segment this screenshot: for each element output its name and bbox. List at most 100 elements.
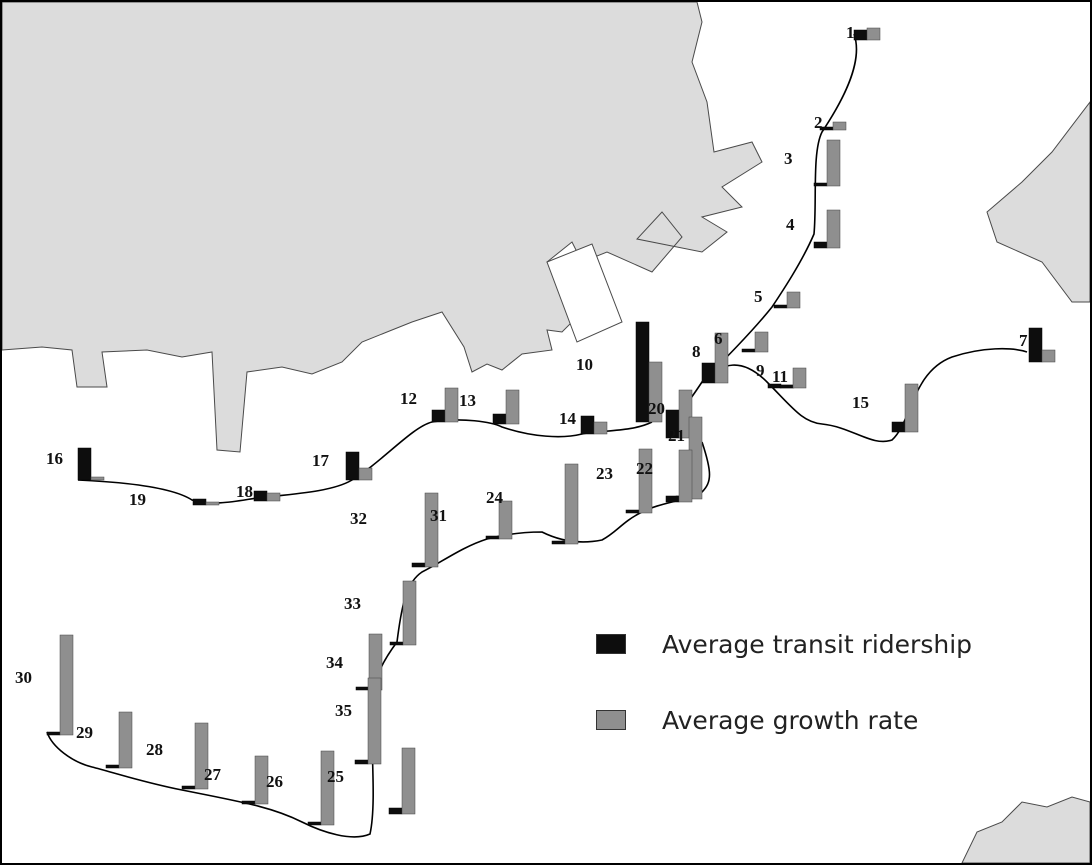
growth-bar-30 [59, 634, 74, 736]
station-label-26: 26 [266, 772, 283, 791]
ridership-bar-22 [665, 495, 680, 503]
station-label-23: 23 [596, 464, 613, 483]
ridership-bar-24 [485, 535, 500, 540]
growth-bar-1 [866, 27, 881, 41]
ridership-bar-28 [181, 785, 196, 790]
station-label-4: 4 [786, 215, 795, 234]
growth-bar-26 [320, 750, 335, 826]
land-northeast [986, 101, 1090, 303]
station-label-18: 18 [236, 482, 253, 501]
growth-bar-18 [266, 492, 281, 502]
ridership-bar-17 [345, 451, 360, 481]
transit-line-east [701, 347, 1028, 443]
ridership-bar-3 [813, 182, 828, 187]
ridership-bar-32 [551, 540, 566, 545]
growth-bar-24 [498, 500, 513, 540]
growth-bar-5 [786, 291, 801, 309]
ridership-bar-23 [625, 509, 640, 514]
ridership-bar-7 [1028, 327, 1043, 363]
growth-bar-31 [424, 492, 439, 568]
ridership-bar-33 [389, 641, 404, 646]
land-southeast [961, 796, 1090, 863]
station-label-7: 7 [1019, 331, 1028, 350]
station-label-5: 5 [754, 287, 763, 306]
growth-bar-33 [402, 580, 417, 646]
station-label-6: 6 [714, 329, 723, 348]
growth-bar-11 [792, 367, 807, 389]
station-label-8: 8 [692, 342, 701, 361]
ridership-bar-18 [253, 490, 268, 502]
ridership-bar-13 [492, 413, 507, 425]
growth-bar-23 [638, 448, 653, 514]
station-label-13: 13 [459, 391, 476, 410]
growth-bar-29 [118, 711, 133, 769]
station-label-17: 17 [312, 451, 330, 470]
growth-bar-15 [904, 383, 919, 433]
growth-bar-2 [832, 121, 847, 131]
growth-bar-16 [90, 476, 105, 481]
growth-bar-13 [505, 389, 520, 425]
station-label-3: 3 [784, 149, 793, 168]
station-label-20: 20 [648, 399, 665, 418]
ridership-bar-5 [773, 304, 788, 309]
growth-bar-35 [367, 677, 382, 765]
growth-bar-25 [401, 747, 416, 815]
station-label-33: 33 [344, 594, 361, 613]
ridership-bar-30 [46, 731, 61, 736]
station-label-28: 28 [146, 740, 163, 759]
station-label-15: 15 [852, 393, 869, 412]
station-label-14: 14 [559, 409, 577, 428]
growth-bar-12 [444, 387, 459, 423]
growth-bar-4 [826, 209, 841, 249]
station-label-29: 29 [76, 723, 93, 742]
ridership-bar-14 [580, 415, 595, 435]
growth-bar-8 [714, 332, 729, 384]
ridership-bar-12 [431, 409, 446, 423]
growth-bar-14 [593, 421, 608, 435]
legend-swatch-ridership [596, 634, 626, 654]
ridership-bar-29 [105, 764, 120, 769]
station-label-22: 22 [636, 459, 653, 478]
ridership-bar-15 [891, 421, 906, 433]
ridership-bar-35 [354, 759, 369, 765]
station-label-19: 19 [129, 490, 146, 509]
ridership-bar-16 [77, 447, 92, 481]
growth-bar-10 [648, 361, 663, 423]
growth-bar-7 [1041, 349, 1056, 363]
ridership-bar-19 [192, 498, 207, 506]
station-label-12: 12 [400, 389, 417, 408]
station-label-16: 16 [46, 449, 63, 468]
station-label-30: 30 [15, 668, 32, 687]
ridership-bar-26 [307, 821, 322, 826]
growth-bar-19 [205, 501, 220, 506]
legend-label-ridership: Average transit ridership [662, 630, 973, 659]
transit-line-west [77, 419, 653, 504]
ridership-bar-25 [388, 807, 403, 815]
growth-bar-28 [194, 722, 209, 790]
growth-bar-32 [564, 463, 579, 545]
ridership-bar-4 [813, 241, 828, 249]
ridership-bar-1 [853, 29, 868, 41]
ridership-bar-34 [355, 686, 370, 691]
station-label-21: 21 [668, 426, 685, 445]
growth-bar-6 [754, 331, 769, 353]
station-label-34: 34 [326, 653, 344, 672]
growth-bar-17 [358, 467, 373, 481]
station-bars [46, 27, 1056, 826]
station-label-27: 27 [204, 765, 222, 784]
legend-label-growth: Average growth rate [662, 706, 919, 735]
ridership-bar-31 [411, 562, 426, 568]
station-label-24: 24 [486, 488, 504, 507]
ridership-bar-8 [701, 362, 716, 384]
growth-bar-3 [826, 139, 841, 187]
station-label-2: 2 [814, 113, 823, 132]
station-label-35: 35 [335, 701, 352, 720]
station-label-9: 9 [756, 361, 765, 380]
ridership-bar-27 [241, 800, 256, 805]
legend-swatch-growth [596, 710, 626, 730]
station-label-1: 1 [846, 23, 855, 42]
